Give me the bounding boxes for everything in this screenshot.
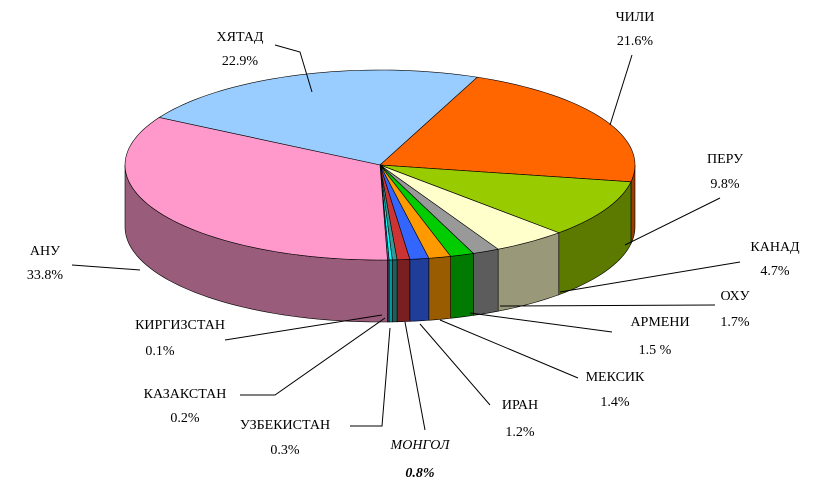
slice-name: КАЗАКСТАН xyxy=(144,387,227,402)
slice-name: ОХУ xyxy=(720,289,749,304)
leader-line xyxy=(274,44,313,93)
slice xyxy=(379,164,632,234)
slice-side xyxy=(391,259,398,323)
slice-value: 1.2% xyxy=(505,425,535,440)
slice-name: ИРАН xyxy=(502,398,538,413)
slice-name: АРМЕНИ xyxy=(630,315,689,330)
leader-line xyxy=(419,323,491,406)
slice-value: 1.7% xyxy=(720,315,750,330)
slice-value: 0.8% xyxy=(405,466,434,481)
slice-name: УЗБЕКИСТАН xyxy=(240,418,330,433)
slice-name: КАНАД xyxy=(750,240,800,255)
leader-line xyxy=(439,319,579,379)
slice-value: 1.4% xyxy=(600,395,630,410)
leader-line xyxy=(499,304,716,307)
slice-value: 0.3% xyxy=(270,443,300,458)
slice-value: 0.1% xyxy=(145,344,175,359)
slice-name: МОНГОЛ xyxy=(390,438,451,453)
slice-name: ПЕРУ xyxy=(707,152,743,167)
leader-line xyxy=(469,312,613,333)
leader-line xyxy=(350,327,391,427)
slice-name: КИРГИЗСТАН xyxy=(135,318,225,333)
slice-value: 1.5 % xyxy=(639,343,672,358)
leader-line xyxy=(624,197,721,246)
leader-line xyxy=(71,264,141,271)
slice-side xyxy=(388,259,393,323)
slice xyxy=(124,117,388,261)
leader-line xyxy=(240,317,386,396)
slice-side xyxy=(450,253,474,319)
slice xyxy=(379,164,560,250)
slice-value: 4.7% xyxy=(760,264,790,279)
slice-side xyxy=(428,255,451,321)
slice-value: 9.8% xyxy=(710,177,740,192)
slice-value: 22.9% xyxy=(222,54,259,69)
slice-value: 21.6% xyxy=(617,34,654,49)
slice-side xyxy=(473,248,499,316)
slice xyxy=(379,76,636,183)
slice-value: 33.8% xyxy=(27,268,64,283)
slice-name: АНУ xyxy=(30,244,60,259)
leader-line xyxy=(224,314,383,341)
slice-side xyxy=(396,259,411,323)
slice-value: 0.2% xyxy=(170,411,200,426)
leader-line xyxy=(609,54,633,126)
slice xyxy=(158,69,479,166)
slice-name: ХЯТАД xyxy=(217,30,264,45)
slice-name: МЕКСИК xyxy=(586,370,645,385)
slice-name: ЧИЛИ xyxy=(616,10,655,25)
leader-line xyxy=(404,321,426,431)
slice-side xyxy=(409,257,430,322)
leader-line xyxy=(559,261,741,293)
